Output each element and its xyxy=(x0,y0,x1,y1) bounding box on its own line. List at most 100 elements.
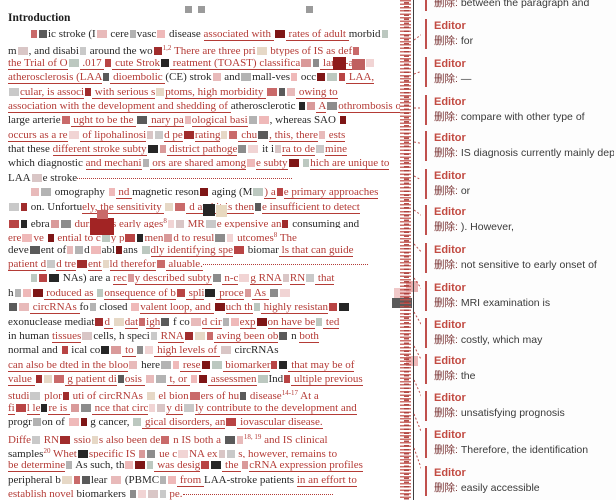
document-line[interactable]: that these different stroke subty distri… xyxy=(8,142,400,156)
document-line[interactable]: in human tissues cells, h speci RNA aving… xyxy=(8,329,400,343)
comment-author: Editor xyxy=(434,355,466,367)
text-run: d xyxy=(84,243,90,256)
document-line[interactable]: cular, is associ with serious s ptoms, hi… xyxy=(8,85,400,99)
text-run: e stroke xyxy=(42,171,78,184)
tracked-insertion-text: reatment (TOAST) xyxy=(170,56,260,70)
tracked-insertion-text: ers of hu xyxy=(200,390,240,401)
tracked-insertion-text: ests xyxy=(326,128,346,142)
comment-author: Editor xyxy=(434,244,466,256)
comment[interactable]: Editor 删除: or xyxy=(425,169,614,199)
redacted-block xyxy=(129,360,138,369)
document-line[interactable]: NAs) are a rec y described subty n-c g RNA… xyxy=(8,271,400,286)
document-line[interactable]: ebra during its early ages8 MRe expensiv… xyxy=(8,214,400,229)
comment[interactable]: Editor 删除: Therefore, the identification xyxy=(425,428,614,458)
tracked-insertion-text: on have be xyxy=(267,315,316,329)
tracked-insertion-text: osis xyxy=(124,373,145,386)
document-line[interactable]: establish novel biomarkers pe. xyxy=(8,487,400,500)
redacted-block xyxy=(90,218,114,235)
comment[interactable]: Editor 删除: for xyxy=(425,19,614,49)
deletion-label: 删除: xyxy=(434,73,461,85)
comment-connector xyxy=(413,379,426,405)
document-line[interactable]: patient d d tre ent ld therefor aluable. xyxy=(8,257,400,271)
document-line[interactable]: fi l le re is nce that circ y di ly contribu… xyxy=(8,401,400,415)
comment[interactable]: Editor 删除: compare with other type of xyxy=(425,95,614,125)
comment[interactable]: Editor 删除: not sensitive to early onset o… xyxy=(425,243,614,273)
text-run: peripheral b xyxy=(8,473,61,486)
tracked-insertion-text: the Trial of O xyxy=(8,56,68,70)
redacted-block xyxy=(161,317,170,326)
redacted-block xyxy=(352,59,365,70)
redacted-block xyxy=(279,360,288,369)
document-line[interactable]: can also be dted in the bloo here rese b… xyxy=(8,358,400,372)
deletion-dotted-line xyxy=(202,260,368,265)
redacted-block xyxy=(75,245,84,254)
tracked-insertion-text: Whet xyxy=(50,447,77,459)
tracked-insertion-text: biomarker xyxy=(222,358,271,372)
comment[interactable]: Editor 删除: unsatisfying prognosis xyxy=(425,391,614,421)
tracked-insertion-text: spli xyxy=(185,286,205,300)
redacted-block xyxy=(61,346,68,355)
comment[interactable]: Editor 删除: IS diagnosis currently mainly … xyxy=(425,131,614,161)
document-line[interactable]: samples20 Whet specific IS ue c NA ex s, h… xyxy=(8,444,400,459)
comment[interactable]: Editor 删除: ). However, xyxy=(425,205,614,235)
document-line[interactable]: ic stroke (I cere vasc disease associated… xyxy=(8,27,400,41)
redacted-block xyxy=(73,475,80,484)
document-line[interactable]: association with the development and she… xyxy=(8,99,400,113)
redacted-block xyxy=(190,317,201,326)
document-line[interactable]: h roduced as onsequence of b spli proce … xyxy=(8,286,400,300)
redacted-block xyxy=(137,490,146,498)
tracked-insertion-text: aving been ob xyxy=(213,329,279,343)
redacted-block xyxy=(198,375,207,383)
document-line[interactable]: exonuclease mediat d dat igh f co d cir exp o… xyxy=(8,315,400,329)
document-line[interactable]: circRNAs fo closed valent loop, and uch … xyxy=(8,300,400,315)
document-line[interactable]: progr on of g cancer, gical disorders, an… xyxy=(8,415,400,430)
document-line[interactable]: normal and ical co to high levels of cir… xyxy=(8,343,400,358)
comment[interactable]: Editor 删除: MRI examination is xyxy=(425,281,614,311)
document-line[interactable]: studi plor uti of circRNAs el bion ers of… xyxy=(8,386,400,401)
document-line[interactable]: be determine As such, th was desig the c… xyxy=(8,458,400,473)
document-line[interactable]: omography nd magnetic reson aging (M) a e… xyxy=(8,185,400,200)
tracked-insertion-text: y p xyxy=(110,232,125,243)
redacted-block xyxy=(141,245,150,254)
redacted-block xyxy=(62,392,69,401)
redacted-block xyxy=(247,159,256,168)
redacted-block xyxy=(53,375,64,383)
tracked-insertion-text: nary pa xyxy=(148,114,184,128)
comment[interactable]: Editor 删除: easily accessible xyxy=(425,466,614,496)
document-line[interactable]: large arterie ught to be the nary pa olog… xyxy=(8,113,400,128)
comment[interactable]: Editor 删除: — xyxy=(425,57,614,87)
redacted-block xyxy=(156,260,165,268)
comment-text: 删除: IS diagnosis currently mainly depend… xyxy=(434,147,614,159)
document-line[interactable]: deve ent of d abl ans dly identifying spe bi… xyxy=(8,243,400,257)
tracked-insertion-text: different stroke subty xyxy=(52,143,147,156)
redacted-block xyxy=(49,274,59,283)
document-line[interactable]: occurs as a re of lipohalinosi d pe rating… xyxy=(8,128,400,142)
tracked-insertion-text: g RNA xyxy=(250,272,282,286)
document-line[interactable]: LAA e stroke xyxy=(8,171,400,185)
text-run: cere xyxy=(107,28,129,40)
redacted-block xyxy=(90,245,101,254)
tracked-insertion-text: n-c xyxy=(221,272,239,286)
document-line[interactable]: m , and disabi around the wo 1,2 There are… xyxy=(8,41,400,56)
redacted-block xyxy=(248,116,257,125)
text-run: ent of xyxy=(40,243,67,256)
text-run: mall-ves xyxy=(252,71,291,84)
comment[interactable]: Editor 删除: costly, which may xyxy=(425,318,614,348)
document-line[interactable]: peripheral b lear (PBMC from LAA-stroke p… xyxy=(8,473,400,487)
tracked-insertion-text: the xyxy=(222,459,242,473)
deletion-label: 删除: xyxy=(434,35,461,47)
redacted-block xyxy=(203,204,215,216)
document-line[interactable]: atherosclerosis (LAA dioembolic (CE) str… xyxy=(8,70,400,85)
document-line[interactable]: value g patient di osis t, or assessmen In… xyxy=(8,372,400,386)
document-page[interactable]: Introduction ic stroke (I cere vasc disea… xyxy=(0,0,418,500)
document-line[interactable]: Diffe RN ssio s also been de n IS both a … xyxy=(8,430,400,444)
document-line[interactable]: ere ve ential to c y p men d to resul utcome… xyxy=(8,228,400,243)
tracked-insertion-text: onsequence of b xyxy=(104,286,176,300)
redacted-block xyxy=(129,490,136,498)
redacted-block xyxy=(68,418,79,427)
document-line[interactable]: which diagnostic and mechani ors are sha… xyxy=(8,156,400,171)
comment[interactable]: Editor 删除: the xyxy=(425,354,614,384)
text-run xyxy=(300,157,303,169)
